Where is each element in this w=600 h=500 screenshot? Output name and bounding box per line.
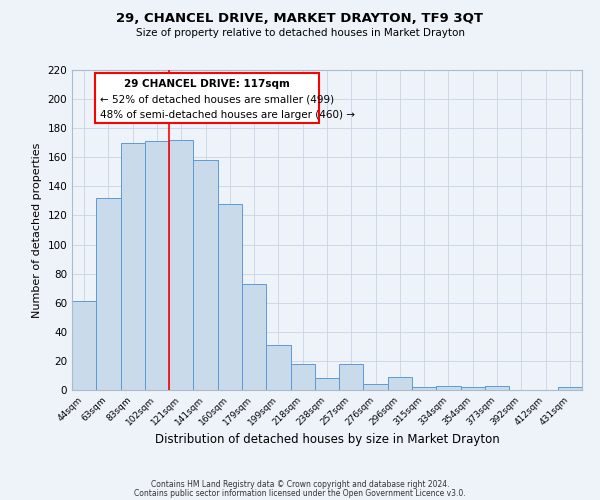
Bar xyxy=(558,387,582,390)
Text: 29, CHANCEL DRIVE, MARKET DRAYTON, TF9 3QT: 29, CHANCEL DRIVE, MARKET DRAYTON, TF9 3… xyxy=(116,12,484,26)
Bar xyxy=(315,378,339,390)
Bar xyxy=(145,142,169,390)
FancyBboxPatch shape xyxy=(95,73,319,123)
Bar xyxy=(412,387,436,390)
Bar xyxy=(461,387,485,390)
Text: Contains HM Land Registry data © Crown copyright and database right 2024.: Contains HM Land Registry data © Crown c… xyxy=(151,480,449,489)
Bar xyxy=(290,364,315,390)
X-axis label: Distribution of detached houses by size in Market Drayton: Distribution of detached houses by size … xyxy=(155,432,499,446)
Bar xyxy=(364,384,388,390)
Bar xyxy=(96,198,121,390)
Text: 29 CHANCEL DRIVE: 117sqm: 29 CHANCEL DRIVE: 117sqm xyxy=(124,79,290,89)
Bar xyxy=(218,204,242,390)
Bar xyxy=(339,364,364,390)
Bar xyxy=(485,386,509,390)
Text: 48% of semi-detached houses are larger (460) →: 48% of semi-detached houses are larger (… xyxy=(100,110,355,120)
Bar xyxy=(242,284,266,390)
Bar xyxy=(266,345,290,390)
Bar xyxy=(121,142,145,390)
Bar xyxy=(193,160,218,390)
Bar xyxy=(169,140,193,390)
Text: Contains public sector information licensed under the Open Government Licence v3: Contains public sector information licen… xyxy=(134,490,466,498)
Bar xyxy=(72,302,96,390)
Text: Size of property relative to detached houses in Market Drayton: Size of property relative to detached ho… xyxy=(136,28,464,38)
Bar xyxy=(436,386,461,390)
Text: ← 52% of detached houses are smaller (499): ← 52% of detached houses are smaller (49… xyxy=(100,94,334,104)
Y-axis label: Number of detached properties: Number of detached properties xyxy=(32,142,42,318)
Bar xyxy=(388,377,412,390)
